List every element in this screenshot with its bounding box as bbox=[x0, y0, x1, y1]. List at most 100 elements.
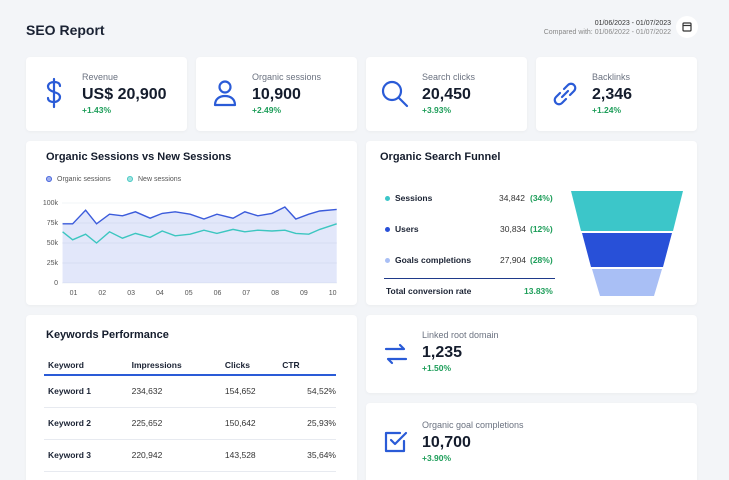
metric-card: Linked root domain 1,235 +1.50% bbox=[366, 315, 697, 393]
legend-marker bbox=[45, 176, 52, 183]
table-cell: 150,642 bbox=[224, 418, 256, 428]
stage-label: Goals completions bbox=[395, 255, 472, 265]
search-icon bbox=[381, 80, 409, 108]
x-tick-label: 03 bbox=[127, 290, 135, 297]
stage-label: Sessions bbox=[395, 193, 433, 203]
column-header: Clicks bbox=[224, 359, 250, 370]
x-tick-label: 06 bbox=[214, 290, 222, 297]
link-icon bbox=[553, 82, 577, 106]
x-tick-label: 08 bbox=[271, 290, 279, 297]
stage-label: Users bbox=[395, 224, 419, 234]
divider bbox=[384, 278, 555, 279]
funnel-stage bbox=[592, 269, 662, 296]
kpi-change: +3.93% bbox=[422, 105, 452, 115]
y-tick-label: 75k bbox=[47, 220, 59, 227]
chart-title: Organic Sessions vs New Sessions bbox=[46, 151, 232, 163]
x-tick-label: 01 bbox=[70, 290, 78, 297]
compared-range: Compared with: 01/06/2022 - 01/07/2022 bbox=[543, 29, 671, 36]
stage-percent: (12%) bbox=[530, 224, 553, 234]
table-cell: 234,632 bbox=[131, 386, 163, 397]
column-header: Impressions bbox=[131, 359, 182, 370]
calendar-button[interactable] bbox=[676, 16, 698, 38]
funnel-stage bbox=[582, 233, 672, 267]
funnel-stage bbox=[571, 191, 683, 231]
table-cell: 54,52% bbox=[307, 386, 336, 397]
kpi-value: 20,450 bbox=[422, 86, 471, 103]
header-row: Keyword Impressions Clicks CTR bbox=[44, 355, 336, 375]
table-row: Keyword 3 220,942 143,528 35,64% bbox=[44, 439, 336, 471]
stage-percent: (34%) bbox=[530, 193, 553, 203]
stage-value: 27,904 bbox=[500, 255, 526, 265]
kpi-label: Backlinks bbox=[592, 72, 631, 82]
kpi-change: +1.24% bbox=[592, 105, 622, 115]
total-value: 13.83% bbox=[524, 286, 553, 296]
date-range[interactable]: 01/06/2023 - 01/07/2023 bbox=[594, 20, 671, 27]
kpi-change: +1.43% bbox=[82, 105, 112, 115]
user-icon bbox=[213, 80, 237, 107]
x-tick-label: 10 bbox=[329, 290, 337, 297]
legend-dot bbox=[385, 227, 390, 232]
legend-label: Organic sessions bbox=[57, 176, 111, 183]
stage-value: 34,842 bbox=[499, 193, 525, 203]
card-label: Linked root domain bbox=[422, 330, 499, 340]
kpi-label: Search clicks bbox=[422, 72, 476, 82]
metric-card: Organic goal completions 10,700 +3.90% bbox=[366, 403, 697, 480]
funnel-graphic bbox=[571, 191, 683, 296]
page-title: SEO Report bbox=[26, 22, 105, 38]
column-header: Keyword bbox=[48, 359, 84, 370]
y-tick-label: 100k bbox=[43, 200, 59, 207]
kpi-label: Revenue bbox=[82, 72, 119, 82]
table-cell: 220,942 bbox=[131, 450, 163, 460]
kpi-value: US$ 20,900 bbox=[82, 86, 167, 103]
y-tick-label: 50k bbox=[47, 240, 59, 247]
y-tick-label: 25k bbox=[47, 260, 59, 267]
table-cell: 225,652 bbox=[131, 418, 163, 428]
kpi-change: +2.49% bbox=[252, 105, 282, 115]
y-tick-label: 0 bbox=[54, 280, 58, 287]
table-row: Keyword 1 234,632 154,652 54,52% bbox=[44, 375, 336, 407]
kpi-card: Backlinks 2,346 +1.24% bbox=[536, 57, 697, 131]
card-change: +1.50% bbox=[422, 363, 452, 373]
table-cell: 25,93% bbox=[307, 418, 336, 428]
keywords-table: Keyword Impressions Clicks CTR Keyword 1 234,… bbox=[44, 355, 336, 472]
kpi-value: 2,346 bbox=[592, 86, 633, 103]
card-change: +3.90% bbox=[422, 453, 452, 463]
table-row: Keyword 2 225,652 150,642 25,93% bbox=[44, 407, 336, 439]
x-tick-label: 09 bbox=[300, 290, 308, 297]
card-value: 10,700 bbox=[422, 434, 471, 451]
kpi-card: Organic sessions 10,900 +2.49% bbox=[196, 57, 357, 131]
total-label: Total conversion rate bbox=[386, 286, 472, 296]
kpi-card: Revenue US$ 20,900 +1.43% bbox=[26, 57, 187, 131]
x-tick-label: 07 bbox=[242, 290, 250, 297]
legend-dot bbox=[385, 196, 390, 201]
x-tick-label: 02 bbox=[98, 290, 106, 297]
line-chart: 0 25k 50k 75k 100k 01 02 03 04 05 06 07 08 09 10 Organi… bbox=[43, 176, 337, 297]
table-title: Keywords Performance bbox=[46, 329, 169, 341]
check-icon bbox=[384, 431, 408, 453]
table-cell: Keyword 1 bbox=[48, 386, 91, 397]
stage-percent: (28%) bbox=[530, 255, 553, 265]
table-cell: Keyword 2 bbox=[48, 418, 91, 428]
area bbox=[62, 207, 337, 283]
kpi-value: 10,900 bbox=[252, 86, 301, 103]
table-cell: 154,652 bbox=[224, 386, 256, 397]
card-value: 1,235 bbox=[422, 344, 463, 361]
legend-label: New sessions bbox=[138, 176, 182, 183]
dollar-icon bbox=[46, 77, 62, 109]
card-label: Organic goal completions bbox=[422, 420, 524, 430]
column-header: CTR bbox=[282, 359, 300, 370]
stage-value: 30,834 bbox=[500, 224, 526, 234]
x-tick-label: 05 bbox=[185, 290, 193, 297]
table-card: Keywords Performance Keyword Impressions C… bbox=[26, 315, 357, 480]
table-cell: 143,528 bbox=[224, 450, 256, 460]
table-cell: Keyword 3 bbox=[48, 450, 91, 460]
funnel-title: Organic Search Funnel bbox=[380, 151, 501, 163]
legend-marker bbox=[127, 176, 134, 183]
calendar-icon bbox=[682, 22, 692, 32]
x-tick-label: 04 bbox=[156, 290, 164, 297]
chart-card: Organic Sessions vs New Sessions 0 25k 50k… bbox=[26, 141, 357, 305]
legend-dot bbox=[385, 258, 390, 263]
kpi-label: Organic sessions bbox=[252, 72, 322, 82]
funnel-card: Organic Search Funnel Sessions 34,842 (34%… bbox=[366, 141, 697, 305]
